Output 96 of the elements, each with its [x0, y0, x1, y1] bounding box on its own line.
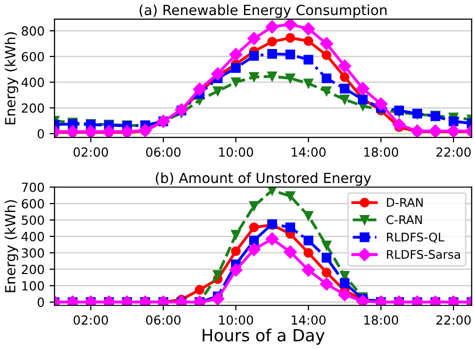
- legend-label: RLDFS-QL: [386, 232, 444, 243]
- point: [304, 78, 314, 88]
- x-tick-label: 10:00: [219, 315, 254, 325]
- x-tick-label: 06:00: [146, 315, 181, 325]
- point: [322, 86, 332, 96]
- point: [285, 50, 296, 60]
- chart-title: (b) Amount of Unstored Energy: [156, 172, 372, 186]
- x-tick-label: 18:00: [364, 147, 398, 157]
- point: [231, 63, 241, 73]
- point: [229, 48, 242, 62]
- y-tick-label: 300: [22, 248, 44, 258]
- point: [322, 252, 332, 263]
- point: [231, 230, 241, 240]
- point: [231, 246, 241, 256]
- y-axis-title: Energy (kWh): [4, 200, 18, 292]
- y-tick-label: 400: [22, 232, 44, 242]
- point: [304, 248, 314, 258]
- point: [340, 278, 350, 288]
- point: [194, 284, 204, 295]
- point: [211, 292, 224, 306]
- x-tick-label: 02:00: [74, 147, 108, 157]
- point: [322, 50, 332, 60]
- y-axis-title: Energy (kWh): [4, 32, 18, 124]
- point: [302, 263, 315, 277]
- legend-label: RLDFS-Sarsa: [386, 250, 460, 259]
- point: [193, 82, 206, 96]
- point: [338, 60, 352, 73]
- point: [285, 32, 296, 43]
- point: [304, 54, 314, 65]
- point: [284, 245, 297, 259]
- point: [392, 118, 406, 132]
- point: [340, 94, 350, 104]
- point: [247, 32, 261, 46]
- point: [285, 191, 296, 202]
- legend-label: C-RAN: [386, 215, 422, 224]
- x-tick-label: 22:00: [436, 147, 471, 157]
- point: [249, 72, 259, 82]
- point: [249, 201, 259, 211]
- y-tick-label: 400: [22, 78, 44, 88]
- x-tick-label: 06:00: [146, 147, 181, 157]
- point: [249, 236, 259, 246]
- point: [267, 72, 277, 82]
- point: [266, 232, 279, 246]
- point: [322, 73, 332, 84]
- y-tick-label: 600: [22, 52, 44, 62]
- point: [428, 124, 442, 138]
- point: [284, 19, 297, 31]
- point: [356, 82, 370, 96]
- point: [138, 124, 152, 137]
- point: [340, 72, 350, 82]
- point: [211, 67, 224, 80]
- point: [267, 49, 277, 59]
- x-tick-label: 02:00: [74, 315, 108, 325]
- y-tick-label: 200: [22, 264, 44, 274]
- y-tick-label: 600: [22, 199, 44, 208]
- x-tick-label: 10:00: [219, 147, 254, 157]
- chart-title: (a) Renewable Energy Consumption: [140, 4, 386, 18]
- point: [340, 84, 350, 94]
- point: [338, 288, 352, 302]
- point: [285, 222, 296, 232]
- point: [212, 86, 223, 96]
- point: [410, 124, 424, 138]
- point: [320, 37, 334, 50]
- y-tick-label: 0: [38, 298, 44, 308]
- y-tick-label: 500: [22, 215, 44, 225]
- point: [229, 263, 242, 277]
- point: [448, 116, 458, 126]
- y-tick-label: 800: [22, 26, 44, 36]
- y-tick-label: 200: [22, 103, 44, 113]
- legend-label: D-RAN: [386, 198, 423, 207]
- x-tick-label: 18:00: [364, 315, 398, 325]
- y-tick-label: 0: [38, 129, 44, 139]
- point: [320, 277, 334, 291]
- x-tick-label: 22:00: [436, 315, 471, 325]
- point: [304, 211, 314, 221]
- point: [304, 36, 314, 46]
- point: [302, 22, 315, 36]
- point: [266, 20, 279, 34]
- point: [247, 242, 261, 256]
- point: [285, 73, 296, 84]
- point: [304, 236, 314, 246]
- y-tick-label: 100: [22, 281, 44, 291]
- y-tick-label: 700: [22, 182, 44, 192]
- point: [231, 77, 241, 88]
- point: [394, 106, 404, 116]
- point: [212, 270, 223, 280]
- x-axis-title: Hours of a Day: [202, 328, 325, 345]
- point: [374, 97, 388, 111]
- point: [267, 36, 277, 47]
- x-tick-label: 14:00: [292, 315, 326, 325]
- point: [322, 268, 332, 278]
- point: [446, 124, 460, 138]
- point: [249, 222, 259, 232]
- point: [322, 240, 332, 250]
- point: [249, 50, 259, 61]
- x-tick-label: 14:00: [292, 147, 326, 157]
